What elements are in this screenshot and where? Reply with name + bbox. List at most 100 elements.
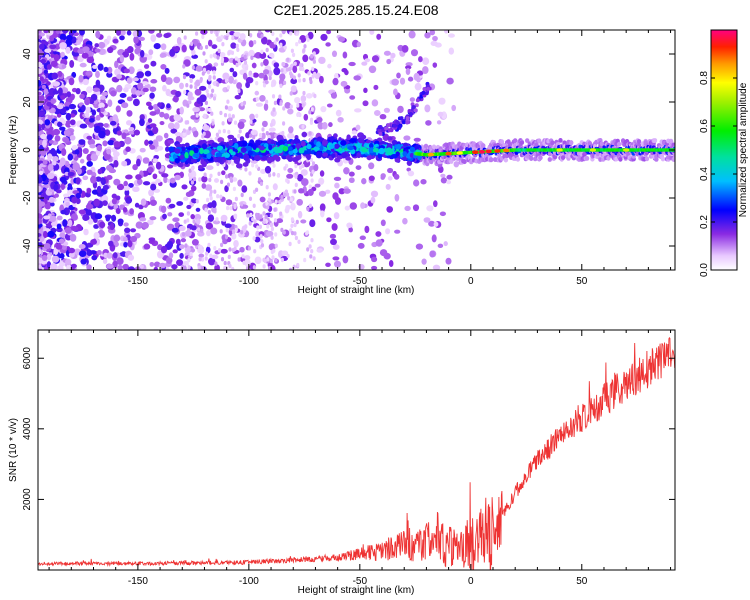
noise-streak [234, 56, 238, 61]
noise-speckle [121, 102, 129, 109]
noise-speckle [109, 222, 115, 231]
noise-streak [301, 124, 305, 129]
carrier-halo [606, 155, 611, 161]
noise-speckle [396, 72, 401, 79]
noise-streak [202, 67, 207, 73]
noise-speckle [117, 218, 124, 225]
noise-speckle [237, 179, 243, 187]
noise-streak [292, 75, 296, 80]
noise-speckle [124, 136, 132, 145]
noise-speckle [59, 157, 66, 166]
noise-speckle [224, 185, 229, 193]
noise-speckle [191, 49, 196, 56]
noise-speckle [152, 158, 159, 163]
carrier-blob [252, 144, 257, 150]
carrier-halo [431, 144, 437, 150]
noise-streak [191, 65, 195, 70]
noise-speckle [57, 121, 63, 128]
noise-streak [260, 62, 264, 67]
noise-speckle [98, 130, 106, 139]
carrier-blob [254, 154, 261, 162]
noise-speckle [446, 179, 452, 185]
noise-speckle [59, 176, 67, 183]
noise-speckle [413, 137, 421, 142]
noise-speckle [106, 175, 113, 180]
noise-streak [195, 31, 199, 36]
noise-streak [269, 122, 274, 128]
noise-speckle [148, 189, 155, 197]
noise-speckle [126, 77, 133, 84]
noise-speckle [318, 177, 325, 185]
noise-speckle [126, 110, 133, 117]
noise-speckle [78, 75, 84, 83]
noise-speckle [126, 30, 132, 36]
noise-speckle [48, 196, 55, 203]
noise-speckle [383, 50, 391, 56]
noise-streak [226, 182, 231, 187]
noise-streak [312, 51, 316, 56]
noise-speckle [175, 90, 182, 98]
noise-speckle [446, 174, 453, 180]
noise-streak [306, 37, 310, 42]
noise-streak [252, 135, 256, 140]
noise-speckle [228, 75, 234, 84]
carrier-blob [345, 156, 351, 161]
noise-speckle [342, 255, 349, 264]
noise-streak [182, 232, 186, 237]
noise-streak [211, 121, 215, 126]
noise-streak [279, 101, 283, 106]
noise-streak [197, 265, 201, 270]
carrier-blob [316, 136, 323, 143]
noise-speckle [191, 54, 199, 59]
noise-streak [213, 209, 217, 214]
noise-speckle [423, 217, 431, 223]
noise-speckle [65, 46, 71, 54]
noise-speckle [440, 177, 448, 184]
noise-speckle [219, 51, 226, 58]
noise-streak [201, 34, 205, 39]
noise-speckle [168, 252, 174, 259]
noise-speckle [298, 188, 305, 194]
noise-streak [216, 82, 220, 87]
noise-streak [187, 228, 191, 233]
noise-speckle [263, 69, 270, 75]
noise-speckle [43, 30, 49, 34]
noise-speckle [207, 39, 213, 47]
carrier-blob [292, 157, 297, 162]
noise-speckle [232, 71, 238, 78]
noise-streak [270, 111, 274, 116]
noise-speckle [106, 35, 112, 41]
noise-speckle [191, 198, 198, 204]
noise-streak [295, 219, 299, 225]
noise-speckle [69, 233, 77, 242]
carrier-blob [385, 147, 390, 152]
noise-speckle [386, 206, 394, 213]
noise-speckle [121, 132, 127, 140]
noise-streak [187, 258, 191, 263]
noise-speckle [190, 115, 197, 120]
noise-streak [208, 107, 212, 113]
noise-speckle [43, 88, 49, 96]
noise-streak [203, 172, 207, 177]
carrier-blob [266, 156, 274, 163]
noise-speckle [102, 200, 108, 206]
noise-speckle [303, 113, 309, 121]
noise-speckle [309, 219, 316, 228]
noise-streak [208, 84, 212, 89]
noise-speckle [385, 183, 391, 190]
noise-streak [288, 241, 292, 247]
noise-speckle [68, 252, 75, 258]
noise-streak [271, 94, 276, 99]
noise-streak [275, 37, 279, 42]
noise-streak [308, 244, 312, 249]
noise-streak [299, 62, 303, 68]
noise-speckle [86, 135, 93, 140]
noise-speckle [348, 177, 355, 184]
noise-streak [220, 58, 224, 64]
carrier-blob [301, 131, 308, 138]
noise-speckle [153, 266, 159, 270]
noise-streak [222, 128, 226, 134]
noise-speckle [59, 232, 66, 238]
noise-speckle [318, 190, 327, 197]
noise-speckle [198, 253, 205, 258]
